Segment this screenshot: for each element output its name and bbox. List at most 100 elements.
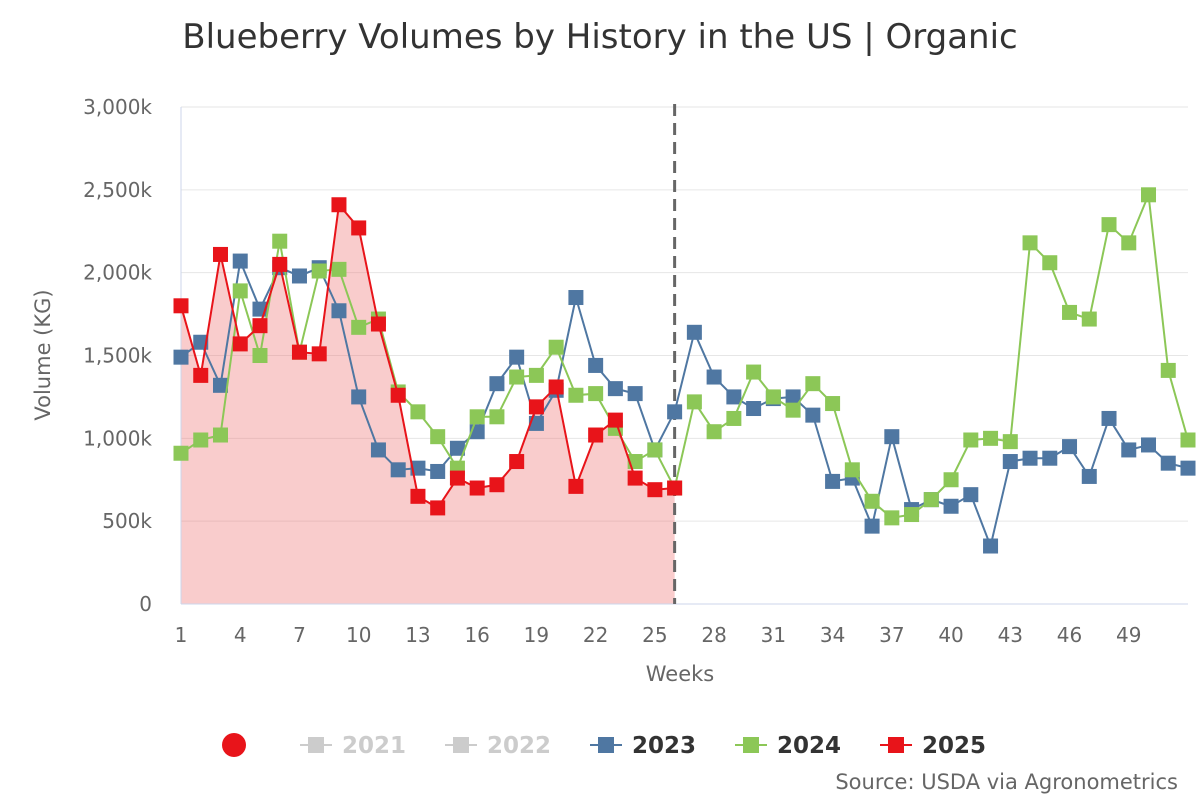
point-2023 [667,404,683,420]
point-2024 [331,261,347,277]
point-2024 [726,410,742,426]
point-2023 [568,290,584,306]
point-2025 [509,454,525,470]
point-2023 [983,538,999,554]
series-2025 [173,197,683,516]
x-tick-label: 1 [175,623,188,647]
point-2023 [627,386,643,402]
point-2023 [1062,439,1078,455]
legend-label-2025: 2025 [922,733,986,759]
x-tick-label: 19 [524,623,549,647]
area-2025-fill [181,204,675,604]
x-tick-label: 16 [464,623,489,647]
point-2023 [1160,455,1176,471]
point-2023 [1141,437,1157,453]
point-2025 [449,470,465,486]
point-2024 [528,367,544,383]
point-2024 [963,432,979,448]
legend-current-dot [222,733,246,757]
point-2024 [173,445,189,461]
x-tick-label: 10 [346,623,371,647]
point-2023 [864,518,880,534]
point-2024 [1062,304,1078,320]
x-tick-label: 22 [583,623,608,647]
point-2024 [1141,187,1157,203]
point-2025 [291,344,307,360]
point-2023 [1081,468,1097,484]
point-2024 [1022,235,1038,251]
point-2025 [232,336,248,352]
point-2023 [331,303,347,319]
x-tick-label: 43 [998,623,1023,647]
point-2024 [1081,311,1097,327]
x-tick-label: 49 [1116,623,1141,647]
y-tick-label: 2,500k [83,178,152,202]
point-2024 [410,404,426,420]
point-2023 [884,429,900,445]
point-2024 [904,507,920,523]
legend-label-2022: 2022 [487,733,551,759]
point-2024 [943,472,959,488]
point-2023 [805,407,821,423]
point-2025 [430,500,446,516]
point-2024 [844,462,860,478]
legend: 2021 2022 2023 2024 2025 [222,733,986,759]
point-2023 [232,253,248,269]
point-2025 [311,346,327,362]
point-2024 [588,386,604,402]
point-2025 [390,387,406,403]
legend-label-2024: 2024 [777,733,841,759]
point-2023 [588,357,604,373]
area-2025 [181,204,675,604]
point-2023 [1180,460,1196,476]
point-2023 [726,389,742,405]
y-tick-label: 0 [139,592,152,616]
point-2025 [528,399,544,415]
y-tick-label: 500k [102,509,152,533]
point-2025 [647,482,663,498]
legend-symbol-2025 [888,737,904,753]
x-tick-label: 46 [1057,623,1082,647]
legend-item-2024: 2024 [735,733,841,759]
point-2023 [390,462,406,478]
point-2023 [509,349,525,365]
point-2024 [548,339,564,355]
point-2023 [291,268,307,284]
y-tick-label: 1,000k [83,426,152,450]
point-2024 [1042,255,1058,271]
legend-item-2025: 2025 [880,733,986,759]
point-2024 [469,409,485,425]
point-2023 [410,460,426,476]
legend-label-2023: 2023 [632,733,696,759]
point-2024 [765,389,781,405]
point-2023 [489,376,505,392]
legend-symbol-2023 [598,737,614,753]
point-2024 [212,427,228,443]
x-tick-label: 40 [938,623,963,647]
point-2024 [193,432,209,448]
legend-item-2023: 2023 [590,733,696,759]
x-tick-label: 31 [761,623,786,647]
chart-title: Blueberry Volumes by History in the US |… [182,17,1017,57]
x-tick-label: 37 [879,623,904,647]
point-2024 [311,263,327,279]
point-2025 [568,478,584,494]
point-2023 [370,442,386,458]
point-2025 [489,477,505,493]
legend-symbol-2022 [453,737,469,753]
series-2024 [173,187,1196,526]
point-2024 [1121,235,1137,251]
x-tick-label: 25 [642,623,667,647]
point-2024 [686,394,702,410]
y-axis-title: Volume (KG) [31,289,55,420]
point-2023 [607,381,623,397]
point-2023 [706,369,722,385]
point-2024 [805,376,821,392]
legend-item-2021: 2021 [300,733,406,759]
point-2024 [647,442,663,458]
point-2025 [370,316,386,332]
x-tick-label: 28 [701,623,726,647]
point-2024 [706,424,722,440]
point-2025 [667,480,683,496]
point-2023 [1002,454,1018,470]
